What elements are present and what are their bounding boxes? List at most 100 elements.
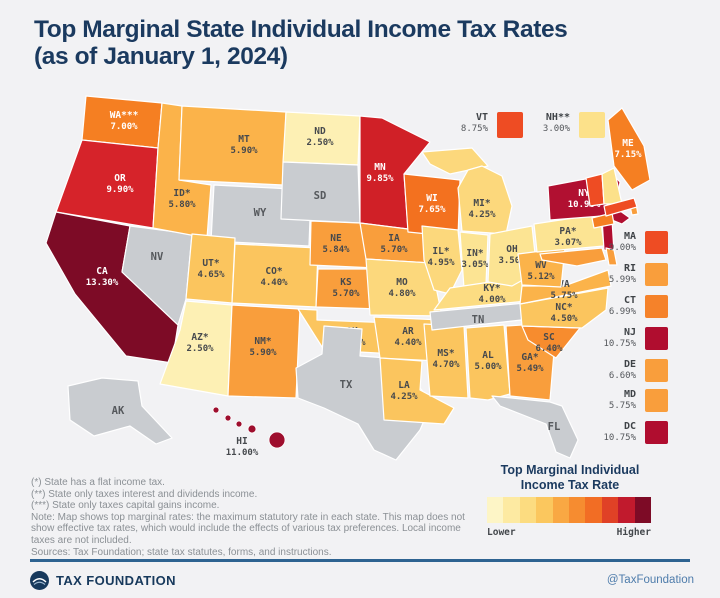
brand: TAX FOUNDATION (30, 570, 176, 590)
state-rate-ga: 5.49% (516, 364, 544, 374)
state-label-wi: WI (426, 193, 437, 204)
state-rate-or: 9.90% (106, 185, 134, 195)
state-label-ga: GA* (521, 352, 538, 363)
callout-rate: 5.75% (608, 400, 636, 411)
state-rate-sc: 6.40% (535, 344, 563, 354)
state-label-ms: MS* (437, 348, 454, 359)
callout-rate: 6.60% (608, 370, 636, 381)
callout-abbr: CT (623, 295, 636, 306)
callout-rate: 3.00% (542, 123, 570, 134)
callout-text: DC 10.75% (586, 421, 636, 443)
state-rate-mo: 4.80% (388, 289, 416, 299)
state-label-mt: MT (238, 134, 250, 145)
callout-abbr: DC (623, 421, 636, 432)
state-rate-la: 4.25% (390, 392, 418, 402)
state-label-nd: ND (314, 126, 326, 137)
callout-de: DE 6.60% (586, 359, 668, 382)
state-label-va: VA (558, 279, 570, 290)
state-rate-mi: 4.25% (468, 210, 496, 220)
callout-ma: MA 9.00% (586, 231, 668, 254)
callout-abbr: MD (623, 389, 636, 400)
legend-swatch-10 (634, 497, 651, 523)
footnote-line-3: (***) State only taxes capital gains inc… (31, 500, 220, 512)
state-label-tx: TX (340, 379, 353, 391)
callout-nh: NH** 3.00% (516, 112, 605, 138)
legend-title-line1: Top Marginal Individual (500, 463, 640, 477)
callout-text: MA 9.00% (586, 231, 636, 253)
legend-swatch-5 (552, 497, 569, 523)
state-rate-va: 5.75% (550, 291, 578, 301)
state-rate-ia: 5.70% (380, 245, 408, 255)
state-rate-al: 5.00% (474, 362, 502, 372)
brand-name: TAX FOUNDATION (56, 572, 176, 588)
callout-abbr: MA (623, 231, 636, 242)
state-rate-nd: 2.50% (306, 138, 334, 148)
state-rate-oh: 3.50% (498, 256, 526, 266)
state-label-il: IL* (432, 246, 449, 257)
state-rate-ca: 13.30% (86, 278, 119, 288)
callout-swatch (645, 263, 668, 286)
state-label-me: ME (622, 138, 634, 149)
callout-text: MD 5.75% (586, 389, 636, 411)
state-label-wv: WV (535, 260, 547, 271)
callout-rate: 9.00% (608, 242, 636, 253)
state-rate-wi: 7.65% (418, 205, 446, 215)
state-la (379, 357, 455, 425)
twitter-handle[interactable]: @TaxFoundation (606, 574, 694, 586)
state-label-az: AZ* (191, 332, 208, 343)
callout-abbr: NH** (545, 112, 570, 123)
state-nc (519, 287, 609, 329)
state-rate-nm: 5.90% (249, 348, 277, 358)
state-rate-hi: 11.00% (226, 448, 259, 458)
callout-ct: CT 6.99% (586, 295, 668, 318)
callout-text: DE 6.60% (586, 359, 636, 381)
callout-nj: NJ 10.75% (586, 327, 668, 350)
callout-ri: RI 5.99% (586, 263, 668, 286)
title-line1: Top Marginal State Individual Income Tax… (34, 16, 568, 43)
callout-swatch (497, 112, 523, 138)
state-rate-id: 5.80% (168, 200, 196, 210)
state-label-nv: NV (151, 251, 164, 263)
legend-higher-label: Higher (616, 527, 651, 538)
state-rate-wv: 5.12% (527, 272, 555, 282)
callout-abbr: VT (475, 112, 488, 123)
state-label-ne: NE (330, 233, 342, 244)
state-label-co: CO* (265, 266, 282, 277)
state-rate-me: 7.15% (614, 150, 642, 160)
state-rate-az: 2.50% (186, 344, 214, 354)
state-hi (212, 406, 220, 414)
state-nm (227, 304, 301, 399)
us-choropleth-map: WA***7.00%OR9.90%CA13.30%NVID*5.80%MT5.9… (45, 95, 650, 461)
state-rate-mt: 5.90% (230, 146, 258, 156)
state-label-ca: CA (96, 266, 108, 277)
footnote-line-2: (**) State only taxes interest and divid… (31, 488, 258, 500)
callout-text: RI 5.99% (586, 263, 636, 285)
callout-abbr: RI (623, 263, 636, 274)
state-hi (235, 420, 243, 428)
state-rate-mn: 9.85% (366, 174, 394, 184)
state-ak (67, 377, 173, 445)
legend-swatch-6 (568, 497, 586, 523)
callout-dc: DC 10.75% (586, 421, 668, 444)
tax-foundation-globe-icon (30, 570, 49, 590)
state-label-or: OR (114, 173, 126, 184)
state-label-nc: NC* (555, 302, 572, 313)
callout-rate: 5.99% (608, 274, 636, 285)
callout-swatch (645, 421, 668, 444)
callout-vt: VT 8.75% (450, 112, 523, 138)
state-rate-il: 4.95% (427, 258, 455, 268)
footnote-line-5: Sources: Tax Foundation; state tax statu… (31, 546, 332, 558)
callout-swatch (645, 327, 668, 350)
legend-lower-label: Lower (487, 527, 516, 538)
state-md (539, 247, 607, 267)
callout-text: CT 6.99% (586, 295, 636, 317)
state-rate-ar: 4.40% (394, 338, 422, 348)
footnote-line-1: (*) State has a flat income tax. (31, 477, 165, 488)
state-rate-ks: 5.70% (332, 289, 360, 299)
state-label-al: AL (482, 350, 494, 361)
state-label-mi: MI* (473, 198, 490, 209)
callout-swatch (645, 389, 668, 412)
state-label-sd: SD (314, 190, 327, 202)
legend-swatch-7 (585, 497, 602, 523)
state-rate-ut: 4.65% (197, 270, 225, 280)
